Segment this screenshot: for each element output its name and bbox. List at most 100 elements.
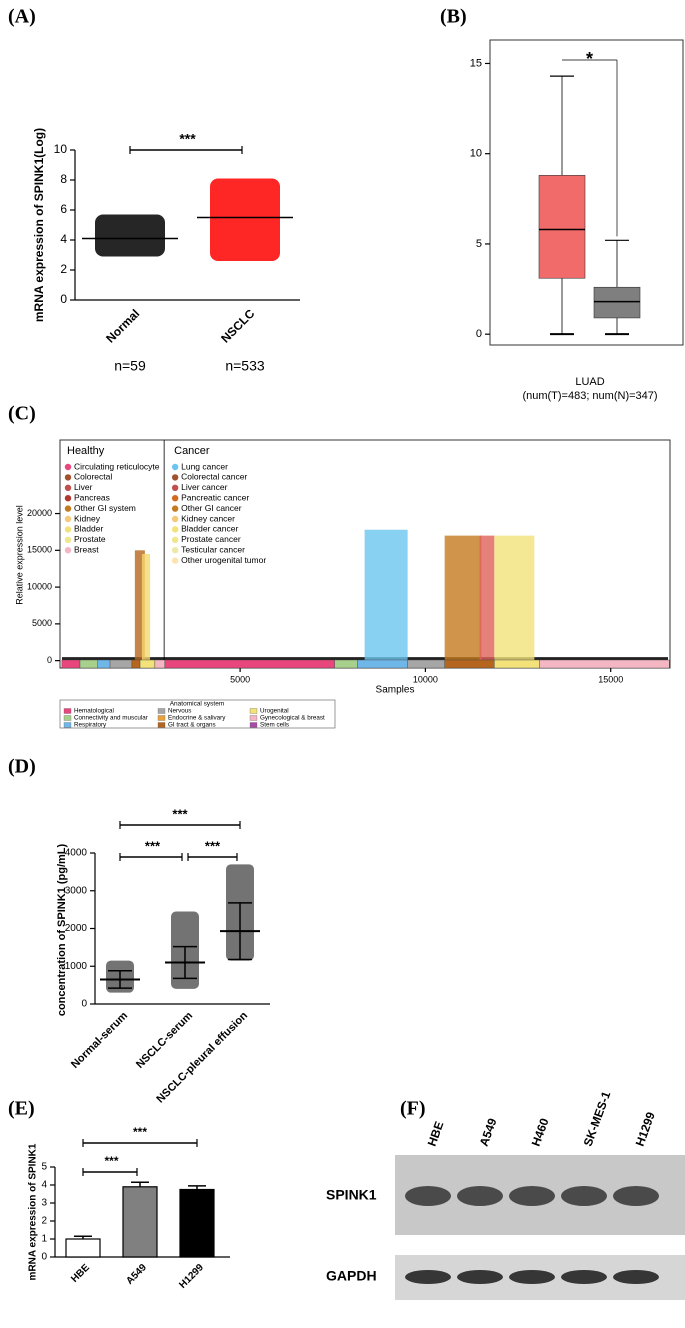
y-tick-label: 20000: [27, 508, 52, 518]
legend-label: Bladder: [74, 524, 103, 534]
legend-marker: [171, 547, 179, 554]
group-title: Cancer: [174, 445, 210, 457]
legend-label: Nervous: [168, 708, 191, 715]
y-axis-label: mRNA expression of SPINK1(Log): [32, 128, 46, 322]
system-bar: [334, 659, 358, 669]
blot-band: [457, 1186, 503, 1206]
significance-label: ***: [145, 838, 161, 853]
y-tick-label: 0: [476, 328, 482, 340]
y-tick-label: 4: [41, 1180, 47, 1191]
legend-marker: [64, 536, 72, 543]
x-axis-label: Samples: [376, 685, 415, 696]
legend-marker: [171, 484, 179, 491]
x-tick-label: A549: [124, 1262, 149, 1287]
y-tick-label: 0: [60, 292, 67, 306]
system-bar: [444, 659, 495, 669]
bar: [65, 1238, 101, 1258]
system-bar: [407, 659, 445, 669]
lane-label: H460: [529, 1116, 552, 1148]
legend-label: Prostate: [74, 534, 106, 544]
legend-label: Respiratory: [74, 722, 107, 729]
y-tick-label: 2: [41, 1216, 47, 1227]
y-tick-label: 3: [41, 1198, 47, 1209]
x-tick-label: NSCLC: [218, 306, 257, 345]
x-tick-label: Normal: [103, 306, 142, 345]
y-tick-label: 8: [60, 172, 67, 186]
y-tick-label: 15: [470, 57, 482, 69]
blot-band: [561, 1186, 607, 1206]
legend-label: Prostate cancer: [181, 534, 241, 544]
legend-label: Other GI cancer: [181, 503, 242, 513]
significance-label: *: [586, 49, 593, 69]
system-bar: [61, 659, 81, 669]
y-tick-label: 5000: [32, 618, 52, 628]
legend-label: Liver cancer: [181, 482, 227, 492]
count-label: n=59: [114, 358, 146, 374]
expression-cluster: [364, 529, 408, 661]
system-bar: [164, 659, 335, 669]
point-range: [95, 214, 165, 257]
expression-cluster: [479, 535, 495, 661]
y-tick-label: 0: [47, 655, 52, 665]
subtitle: (num(T)=483; num(N)=347): [522, 390, 657, 402]
legend-label: Pancreatic cancer: [181, 492, 249, 502]
expression-cluster: [141, 554, 151, 661]
y-tick-label: 2: [60, 262, 67, 276]
system-bar: [494, 659, 540, 669]
point-range: [210, 178, 280, 261]
x-tick-label: NSCLC-serum: [134, 1010, 195, 1071]
legend-swatch: [63, 708, 72, 714]
y-axis-label: Relative expression level: [14, 505, 24, 605]
legend-label: Other urogenital tumor: [181, 555, 266, 565]
y-tick-label: 1000: [65, 961, 88, 972]
bar: [179, 1188, 215, 1258]
y-axis-label: concentration of SPINK1 (pg/mL): [56, 843, 68, 1016]
legend-swatch: [249, 708, 258, 714]
blot-band: [405, 1270, 451, 1284]
legend-title: Anatomical system: [170, 701, 225, 708]
lane-label: SK-MES-1: [581, 1089, 614, 1148]
group-title: Healthy: [67, 445, 105, 457]
legend-label: Liver: [74, 482, 93, 492]
blot-band: [613, 1186, 659, 1206]
x-tick-label: HBE: [69, 1262, 92, 1285]
box: [538, 175, 586, 279]
legend-marker: [64, 515, 72, 523]
panel-label: (B): [440, 6, 467, 28]
legend-swatch: [249, 722, 258, 728]
blot-band: [613, 1270, 659, 1284]
legend-label: Circulating reticulocyte: [74, 461, 160, 471]
legend-label: Pancreas: [74, 492, 110, 502]
legend-swatch: [157, 722, 166, 728]
legend-marker: [171, 463, 179, 471]
legend-label: Endocrine & salivary: [168, 715, 226, 722]
x-tick-label: NSCLC-pleural effusion: [154, 1009, 250, 1105]
y-tick-label: 5: [41, 1162, 47, 1173]
lane-label: A549: [477, 1116, 500, 1148]
lane-label: HBE: [425, 1120, 447, 1149]
legend-label: Kidney: [74, 513, 101, 523]
legend-marker: [171, 495, 179, 502]
blot-band: [561, 1270, 607, 1284]
significance-label: ***: [205, 838, 221, 853]
system-bar: [539, 659, 670, 669]
blot-band: [509, 1186, 555, 1206]
legend-swatch: [63, 715, 72, 721]
row-label: SPINK1: [326, 1187, 377, 1203]
bar: [122, 1186, 158, 1258]
expression-cluster: [134, 550, 145, 661]
expression-cluster: [444, 535, 482, 661]
blot-band: [509, 1270, 555, 1284]
legend-label: Bladder cancer: [181, 524, 238, 534]
row-label: GAPDH: [326, 1268, 377, 1284]
box: [593, 286, 641, 319]
legend-swatch: [157, 715, 166, 721]
legend-marker: [64, 463, 72, 471]
y-tick-label: 4: [60, 232, 67, 246]
y-tick-label: 0: [81, 999, 87, 1010]
significance-label: ***: [104, 1154, 118, 1168]
y-tick-label: 5: [476, 238, 482, 250]
panel-label: (C): [8, 403, 36, 425]
x-tick-label: 10000: [413, 674, 438, 684]
